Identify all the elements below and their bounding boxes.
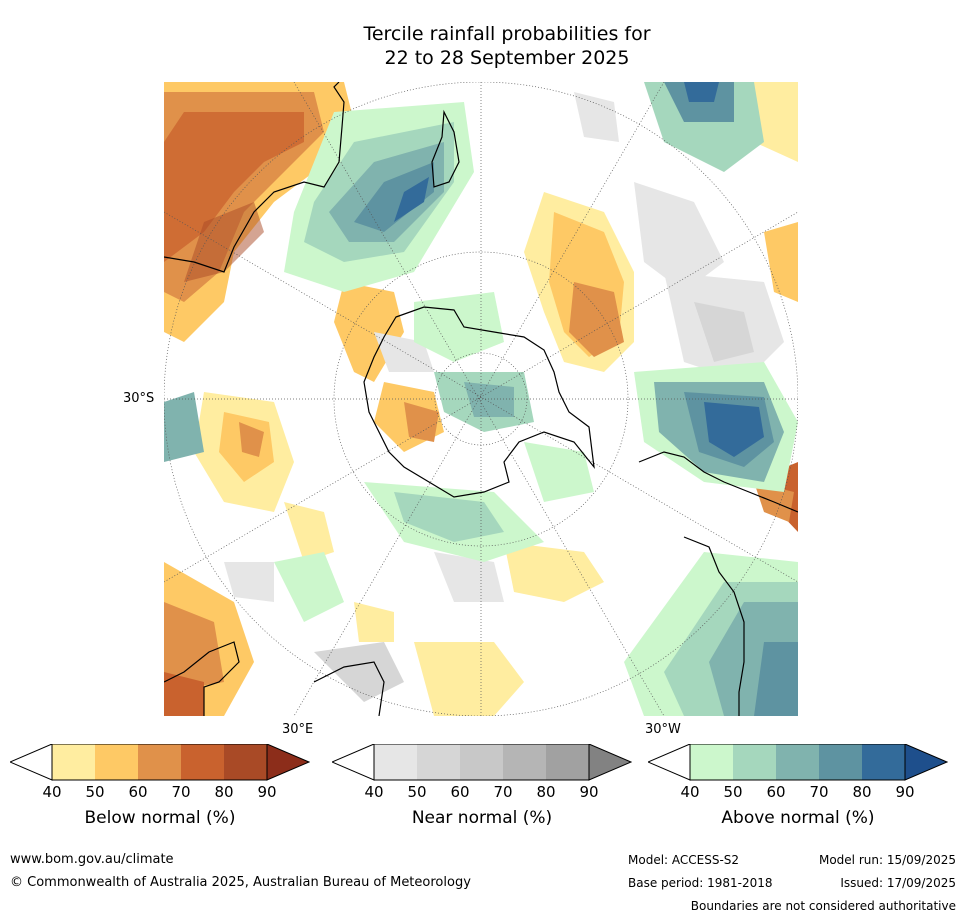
below-tick-80: 80 bbox=[214, 783, 234, 801]
model-name: Model: ACCESS-S2 bbox=[628, 853, 740, 867]
map-svg bbox=[164, 82, 798, 716]
above-normal-regions bbox=[164, 82, 798, 716]
coastlines bbox=[164, 82, 798, 716]
boundaries-disclaimer: Boundaries are not considered authoritat… bbox=[690, 899, 956, 913]
below-tick-70: 70 bbox=[171, 783, 191, 801]
lon-label-30w: 30°W bbox=[645, 722, 681, 737]
below-tick-90: 90 bbox=[257, 783, 277, 801]
above-normal-title: Above normal (%) bbox=[721, 808, 875, 828]
above-tick-50: 50 bbox=[723, 783, 743, 801]
below-normal-regions bbox=[164, 82, 798, 716]
title-line-1: Tercile rainfall probabilities for bbox=[363, 23, 651, 45]
colorbar-above-bar bbox=[646, 743, 949, 786]
base-period: Base period: 1981-2018 bbox=[628, 876, 773, 890]
above-tick-60: 60 bbox=[766, 783, 786, 801]
near-tick-70: 70 bbox=[493, 783, 513, 801]
issued-date: Issued: 17/09/2025 bbox=[840, 876, 956, 890]
near-tick-40: 40 bbox=[364, 783, 384, 801]
lon-label-30e: 30°E bbox=[282, 722, 314, 737]
above-tick-70: 70 bbox=[809, 783, 829, 801]
below-normal-title: Below normal (%) bbox=[84, 808, 236, 828]
near-tick-80: 80 bbox=[536, 783, 556, 801]
above-tick-40: 40 bbox=[680, 783, 700, 801]
colorbar-below-bar bbox=[8, 743, 311, 786]
polar-map bbox=[164, 82, 798, 716]
model-run: Model run: 15/09/2025 bbox=[818, 853, 956, 867]
title-line-2: 22 to 28 September 2025 bbox=[384, 47, 630, 69]
page-title: Tercile rainfall probabilities for 22 to… bbox=[0, 22, 965, 70]
lat-label-30s: 30°S bbox=[123, 391, 155, 406]
copyright-text: © Commonwealth of Australia 2025, Austra… bbox=[10, 875, 471, 890]
website-link[interactable]: www.bom.gov.au/climate bbox=[10, 852, 174, 867]
below-tick-40: 40 bbox=[42, 783, 62, 801]
above-tick-80: 80 bbox=[852, 783, 872, 801]
graticule bbox=[164, 82, 798, 716]
above-tick-90: 90 bbox=[895, 783, 915, 801]
below-tick-50: 50 bbox=[85, 783, 105, 801]
near-tick-60: 60 bbox=[450, 783, 470, 801]
near-normal-title: Near normal (%) bbox=[411, 808, 553, 828]
colorbar-near-bar bbox=[330, 743, 633, 786]
near-normal-regions bbox=[224, 92, 784, 702]
below-tick-60: 60 bbox=[128, 783, 148, 801]
near-tick-50: 50 bbox=[407, 783, 427, 801]
near-tick-90: 90 bbox=[579, 783, 599, 801]
